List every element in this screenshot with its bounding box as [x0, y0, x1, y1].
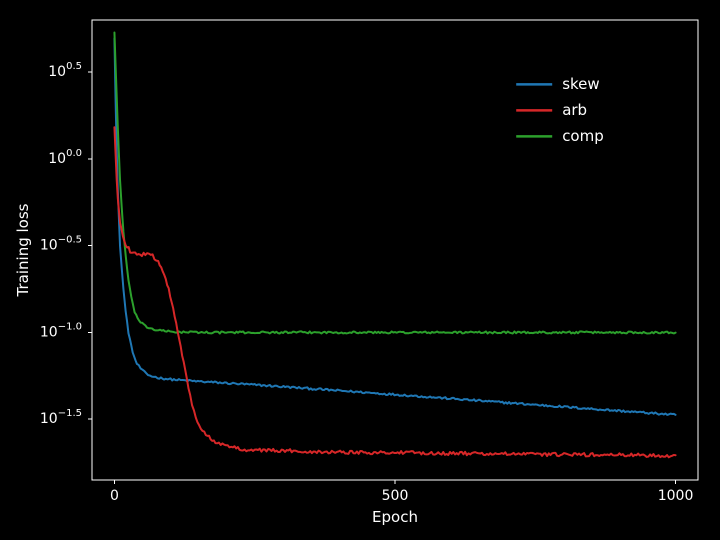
x-tick-label: 1000 — [658, 488, 694, 504]
y-tick-label: 10−1.0 — [40, 321, 82, 340]
x-axis-label: Epoch — [372, 508, 418, 526]
y-axis-ticks: 10−1.5 10−1.0 10−0.5 100.0 100.5 — [40, 61, 92, 427]
series-group — [114, 33, 675, 458]
x-tick-label: 500 — [382, 488, 409, 504]
legend-label-skew: skew — [562, 75, 599, 93]
y-axis-label: Training loss — [14, 203, 32, 297]
y-tick-label: 100.5 — [48, 61, 82, 80]
legend-label-arb: arb — [562, 101, 587, 119]
y-tick-label: 10−0.5 — [40, 235, 82, 254]
y-tick-label: 10−1.5 — [40, 408, 82, 427]
legend: skew arb comp — [516, 75, 604, 145]
plot-area-border — [92, 20, 698, 480]
x-axis-ticks: 0 500 1000 — [110, 480, 693, 504]
series-skew — [114, 38, 675, 415]
x-tick-label: 0 — [110, 488, 119, 504]
legend-label-comp: comp — [562, 127, 604, 145]
training-loss-chart: 0 500 1000 10−1.5 10−1.0 10−0.5 100.0 100.5 Ep… — [0, 0, 720, 540]
y-tick-label: 100.0 — [48, 148, 82, 167]
